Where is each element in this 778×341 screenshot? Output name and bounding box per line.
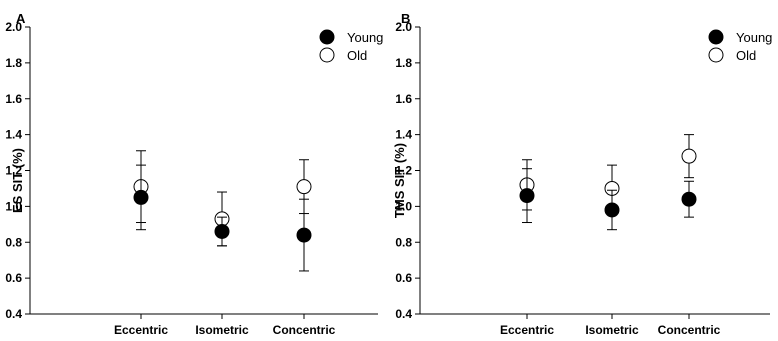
x-tick-label: Eccentric [114,323,168,337]
y-tick-label: 1.2 [5,164,22,178]
x-tick-label: Isometric [195,323,249,337]
legend-marker-young [708,29,724,45]
series-old [519,134,697,213]
y-tick-label: 1.4 [395,128,412,142]
panel-label: A [16,11,26,26]
chart-panel-1: A 0.4 0.6 0.8 1.0 1.2 1.4 1.6 1.8 2.0 ES SIT (%) Ec… [5,11,383,337]
chart-panel-2: B 0.4 0.6 0.8 1.0 1.2 1.4 1.6 1.8 2.0 TMS SIT (%) E… [392,11,772,337]
series-young [133,164,312,272]
data-point-old [296,179,312,195]
y-tick-label: 1.2 [395,164,412,178]
y-tick-label: 1.6 [5,92,22,106]
y-tick-label: 0.6 [395,271,412,285]
data-point-young [681,191,697,207]
legend-label: Old [347,48,367,63]
legend-label: Old [736,48,756,63]
y-tick-label: 1.4 [5,128,22,142]
y-axis-label: ES SIT (%) [10,148,25,213]
y-tick-label: 1.0 [395,199,412,213]
y-tick-label: 2.0 [395,20,412,34]
y-axis-label: TMS SIT (%) [392,143,407,218]
y-tick-label: 1.8 [395,56,412,70]
y-tick-label: 0.8 [5,235,22,249]
y-tick-label: 1.8 [5,56,22,70]
y-tick-label: 0.4 [5,307,22,321]
data-point-young [214,223,230,239]
y-tick-label: 1.6 [395,92,412,106]
data-point-young [296,227,312,243]
data-point-young [604,202,620,218]
data-point-young [133,189,149,205]
legend-label: Young [347,30,383,45]
x-tick-label: Eccentric [500,323,554,337]
legend-label: Young [736,30,772,45]
x-tick-label: Concentric [658,323,721,337]
y-tick-label: 1.0 [5,199,22,213]
panel-label: B [401,11,410,26]
y-tick-label: 2.0 [5,20,22,34]
x-tick-label: Isometric [585,323,639,337]
y-tick-label: 0.6 [5,271,22,285]
legend-marker-old [319,47,335,63]
series-young [519,168,697,231]
x-tick-label: Concentric [273,323,336,337]
data-point-old [681,148,697,164]
legend-marker-young [319,29,335,45]
y-tick-label: 0.4 [395,307,412,321]
legend-marker-old [708,47,724,63]
y-tick-label: 0.8 [395,235,412,249]
data-point-young [519,188,535,204]
